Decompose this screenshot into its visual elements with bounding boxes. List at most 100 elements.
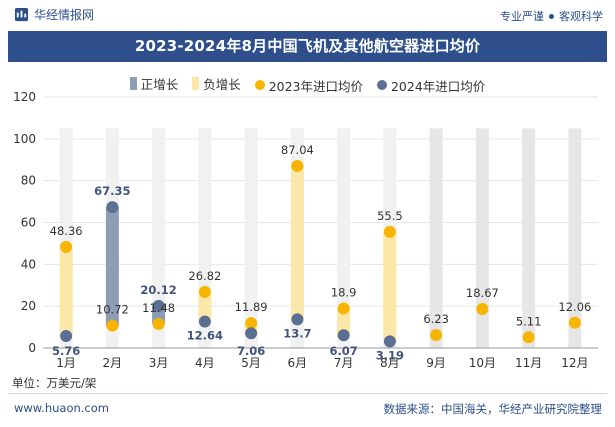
x-tick-label: 6月 — [288, 356, 308, 370]
y-tick-label: 120 — [13, 90, 36, 104]
data-label-2023: 6.23 — [423, 312, 449, 326]
point-2023 — [245, 317, 258, 330]
point-2023 — [476, 302, 489, 315]
legend-item-negative[interactable]: 负增长 — [192, 74, 241, 93]
bar-layer — [59, 128, 582, 348]
change-bar — [568, 128, 582, 348]
data-label-2023: 12.06 — [558, 300, 591, 314]
data-label-2023: 5.11 — [516, 314, 542, 328]
legend-label-negative: 负增长 — [203, 77, 241, 92]
data-label-2024: 5.76 — [52, 344, 80, 358]
change-bar — [337, 308, 351, 336]
x-tick-label: 1月 — [56, 356, 76, 370]
bar-track — [152, 128, 166, 348]
y-tick-label: 80 — [21, 174, 36, 188]
y-tick-label: 0 — [28, 341, 36, 355]
legend-swatch-2024 — [376, 80, 387, 90]
data-label-2023: 87.04 — [281, 143, 314, 157]
point-2023 — [337, 302, 350, 315]
point-2024 — [198, 315, 211, 328]
label-layer: 48.36 5.76 10.72 67.35 11.48 20.12 26.82 12.64 1… — [50, 143, 592, 362]
legend-label-2023: 2023年进口均价 — [268, 78, 363, 94]
point-2024 — [245, 327, 258, 340]
unit-label: 单位：万美元/架 — [12, 376, 97, 390]
data-label-2023: 11.48 — [142, 301, 175, 315]
data-label-2023: 26.82 — [188, 269, 221, 283]
bar-track — [337, 128, 351, 348]
y-tick-label: 20 — [21, 299, 36, 313]
data-label-2023: 55.5 — [377, 209, 403, 223]
point-2024 — [152, 299, 165, 312]
chart-title: 2023-2024年8月中国飞机及其他航空器进口均价 — [8, 31, 607, 62]
legend-item-2023[interactable]: 2023年进口均价 — [254, 76, 363, 95]
data-label-2023: 18.9 — [331, 285, 357, 299]
change-bar — [383, 231, 397, 342]
y-tick-label: 100 — [13, 132, 36, 146]
separator-dot-icon — [549, 14, 554, 19]
x-tick-label: 4月 — [195, 356, 215, 370]
point-2024 — [106, 201, 119, 214]
point-2024 — [383, 335, 396, 348]
x-tick-label: 7月 — [334, 356, 354, 370]
x-tick-label: 2月 — [103, 356, 123, 370]
point-2024 — [337, 329, 350, 342]
change-bar — [290, 165, 304, 320]
change-bar — [429, 128, 443, 348]
data-label-2023: 11.89 — [235, 300, 268, 314]
chart-legend: 正增长 负增长 2023年进口均价 2024年进口均价 — [0, 74, 615, 95]
change-bar — [522, 128, 536, 348]
data-label-2024: 3.19 — [376, 348, 404, 362]
point-2023 — [106, 319, 119, 332]
slogan-right: 客观科学 — [559, 10, 603, 23]
axis-layer: 0 20 40 60 80 100 120 1月 2月 3月 4月 5月 6月 7月 8月 9月 10月 11月 1… — [13, 90, 598, 370]
change-bar — [105, 207, 119, 326]
point-2023 — [568, 316, 581, 329]
data-label-2023: 10.72 — [96, 303, 129, 317]
point-2023 — [60, 240, 73, 253]
data-source: 数据来源：中国海关，华经产业研究院整理 — [383, 402, 603, 416]
change-bar — [198, 291, 212, 322]
x-tick-label: 9月 — [426, 356, 446, 370]
y-tick-label: 60 — [21, 216, 36, 230]
data-label-2024: 12.64 — [187, 329, 223, 343]
legend-swatch-positive — [129, 77, 137, 90]
legend-swatch-2023 — [254, 80, 265, 90]
data-label-2024: 13.7 — [283, 326, 311, 340]
site-link[interactable]: www.huaon.com — [14, 401, 109, 415]
data-label-2024: 20.12 — [140, 283, 176, 297]
data-label-2023: 18.67 — [466, 286, 499, 300]
footer-divider — [8, 393, 607, 394]
x-tick-label: 5月 — [241, 356, 261, 370]
brand-logo-icon — [14, 7, 29, 22]
x-tick-label: 8月 — [380, 356, 400, 370]
data-label-2024: 67.35 — [94, 184, 130, 198]
change-bar — [475, 128, 489, 348]
data-label-2023: 48.36 — [50, 224, 83, 238]
point-2023 — [198, 285, 211, 298]
slogan: 专业严谨 客观科学 — [500, 8, 603, 24]
x-tick-label: 12月 — [561, 356, 588, 370]
legend-swatch-negative — [192, 77, 200, 90]
grid-layer — [43, 96, 598, 307]
x-tick-label: 10月 — [469, 356, 496, 370]
point-2023 — [522, 331, 535, 344]
point-2024 — [60, 329, 73, 342]
legend-label-2024: 2024年进口均价 — [390, 78, 486, 94]
legend-item-2024[interactable]: 2024年进口均价 — [376, 76, 486, 95]
point-2024 — [291, 313, 304, 326]
data-label-2024: 7.06 — [237, 344, 265, 358]
data-label-2024: 6.07 — [329, 344, 357, 358]
point-2023 — [152, 317, 165, 330]
brand-name: 华经情报网 — [34, 8, 95, 22]
top-bar: 华经情报网 专业严谨 客观科学 — [0, 0, 615, 30]
x-tick-label: 11月 — [515, 356, 542, 370]
slogan-left: 专业严谨 — [500, 10, 544, 23]
point-2023 — [430, 328, 443, 341]
x-tick-label: 3月 — [149, 356, 169, 370]
brand[interactable]: 华经情报网 — [14, 6, 94, 23]
legend-item-positive[interactable]: 正增长 — [129, 74, 178, 93]
y-tick-label: 40 — [21, 257, 36, 271]
point-2023 — [383, 225, 396, 238]
bar-track — [244, 128, 258, 348]
